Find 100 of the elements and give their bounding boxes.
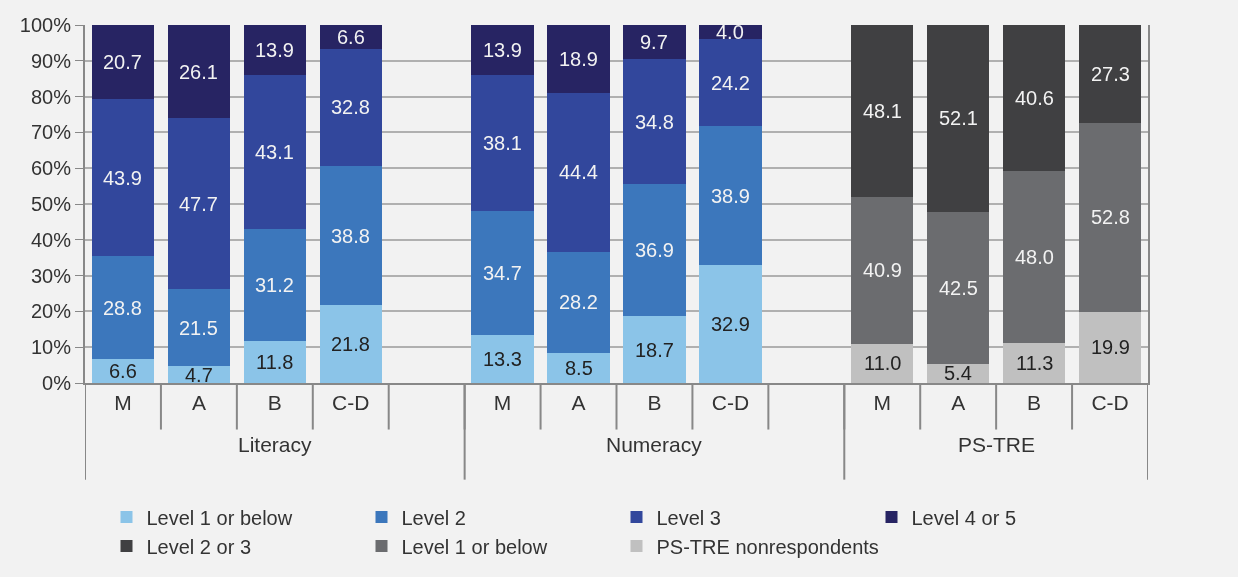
x-tick-label: A (191, 391, 206, 415)
bar (471, 74, 534, 212)
x-tick-label: M (114, 391, 132, 415)
y-tick-label: 70% (30, 121, 72, 144)
data-label: 44.4 (559, 161, 598, 183)
legend-label: Level 1 or below (146, 506, 293, 529)
legend-label: Level 2 or 3 (146, 535, 252, 558)
bar (547, 25, 610, 93)
bar (1002, 170, 1066, 343)
data-label: 20.7 (103, 51, 142, 73)
x-tick-label: M (873, 391, 891, 415)
data-label: 11.8 (256, 351, 294, 373)
data-label: 13.3 (483, 348, 522, 370)
x-tick-label: C-D (1091, 391, 1129, 415)
x-tick-label: C-D (711, 391, 750, 415)
data-label: 24.2 (711, 72, 750, 94)
x-tick-label: B (1027, 391, 1042, 415)
y-tick-label: 60% (30, 157, 72, 180)
bar (319, 304, 382, 383)
data-label: 4.7 (185, 364, 213, 386)
bar (243, 229, 306, 341)
bar (1078, 122, 1142, 312)
x-tick-label: M (493, 391, 512, 415)
bar (243, 340, 306, 383)
y-tick-label: 50% (30, 193, 72, 215)
x-tick-label: A (951, 391, 966, 415)
bar (699, 39, 762, 126)
data-label: 19.9 (1091, 336, 1130, 358)
legend-label: Level 2 (401, 506, 466, 529)
y-tick-label: 100% (19, 14, 72, 36)
y-tick-label: 20% (30, 300, 72, 323)
bar (699, 125, 762, 266)
x-tick-label: B (647, 391, 662, 415)
bar (623, 316, 686, 383)
data-label: 52.8 (1091, 206, 1130, 228)
data-label: 31.2 (255, 274, 294, 296)
data-label: 36.9 (635, 239, 674, 261)
data-label: 42.5 (939, 277, 978, 299)
x-tick-label: B (267, 391, 282, 415)
bar (319, 166, 382, 305)
data-label: 11.0 (864, 352, 902, 374)
data-label: 18.9 (559, 48, 598, 70)
bar (927, 25, 990, 212)
data-label: 40.6 (1015, 87, 1054, 109)
bar (167, 289, 231, 367)
text: Literacy (238, 433, 313, 456)
data-label: 28.2 (559, 291, 598, 313)
data-label: 9.7 (640, 31, 668, 53)
bar (91, 256, 155, 360)
bar (851, 343, 914, 383)
data-label: 52.1 (939, 107, 978, 129)
bar (927, 211, 990, 364)
data-label: 43.1 (255, 141, 294, 163)
bar (1078, 311, 1142, 383)
bar (623, 59, 686, 184)
data-label: 43.9 (103, 167, 142, 189)
data-label: 27.3 (1091, 63, 1130, 85)
data-label: 32.9 (711, 313, 750, 335)
x-tick-label: A (571, 391, 586, 415)
y-tick-label: 0% (42, 372, 72, 394)
bar (167, 118, 231, 290)
bar (851, 25, 914, 198)
bar (1002, 25, 1066, 171)
data-label: 5.4 (944, 362, 972, 384)
bar (167, 25, 231, 119)
legend-label: Level 3 (656, 506, 721, 529)
text: Numeracy (606, 433, 703, 456)
y-tick-label: 40% (30, 228, 72, 251)
data-label: 47.7 (179, 193, 218, 215)
data-label: 6.6 (337, 26, 365, 48)
bar (1078, 25, 1142, 123)
data-label: 34.7 (483, 262, 522, 284)
legend-label: Level 1 or below (401, 535, 548, 558)
data-label: 8.5 (565, 357, 593, 379)
bar (471, 211, 534, 336)
y-tick-label: 30% (30, 264, 72, 287)
text: PS-TRE (958, 433, 1036, 456)
bar (91, 25, 155, 100)
data-label: 48.1 (863, 100, 902, 122)
data-label: 18.7 (635, 339, 674, 361)
data-label: 6.6 (109, 360, 137, 382)
y-tick-label: 80% (30, 85, 72, 108)
data-label: 13.9 (483, 39, 522, 61)
y-tick-label: 10% (30, 336, 72, 359)
bar (623, 25, 686, 60)
bar (699, 265, 762, 383)
data-label: 38.8 (331, 225, 370, 247)
data-label: 38.1 (483, 132, 522, 154)
bar (623, 183, 686, 317)
bar (319, 48, 382, 167)
bar (243, 74, 306, 230)
data-label: 21.8 (331, 333, 370, 355)
bar (547, 92, 610, 252)
bar (851, 197, 914, 344)
bar (471, 335, 534, 383)
bar (547, 251, 610, 353)
data-label: 32.8 (331, 96, 370, 118)
data-label: 13.9 (255, 39, 294, 61)
data-label: 40.9 (863, 259, 902, 281)
data-label: 21.5 (179, 317, 218, 339)
